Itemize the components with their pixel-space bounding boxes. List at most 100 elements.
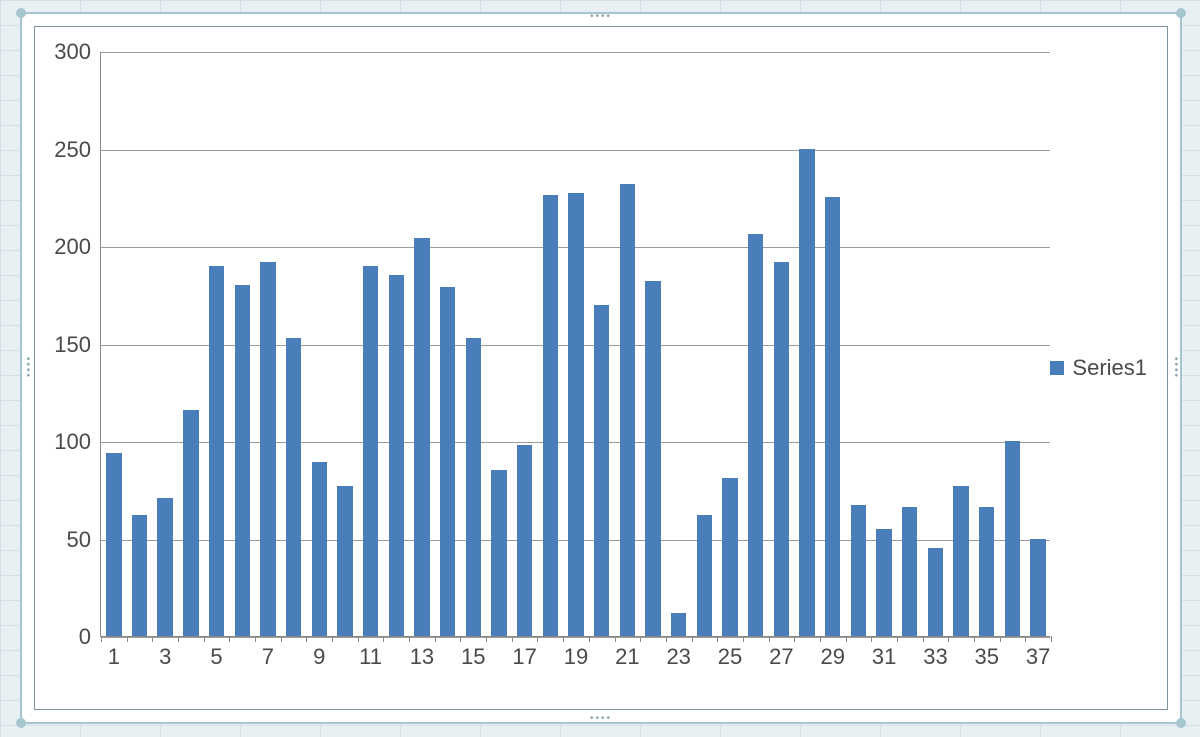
y-axis-tick-label: 0 (79, 624, 101, 650)
bar[interactable] (697, 515, 712, 636)
plot-area[interactable]: 0501001502002503001357911131517192123252… (100, 52, 1050, 637)
x-axis-tick-mark (229, 636, 230, 642)
x-axis-tick-label: 13 (410, 636, 434, 670)
bar[interactable] (748, 234, 763, 636)
x-axis-tick-mark (306, 636, 307, 642)
bar[interactable] (1005, 441, 1020, 636)
drag-handle-top[interactable]: •••• (590, 12, 612, 22)
bar[interactable] (260, 262, 275, 636)
chart-object-frame[interactable]: •••• •••• •••• •••• 05010015020025030013… (20, 12, 1182, 724)
bar[interactable] (645, 281, 660, 636)
x-axis-tick-mark (255, 636, 256, 642)
x-axis-tick-label: 15 (461, 636, 485, 670)
x-axis-tick-label: 7 (262, 636, 274, 670)
x-axis-tick-label: 1 (108, 636, 120, 670)
bar[interactable] (517, 445, 532, 636)
x-axis-tick-mark (846, 636, 847, 642)
resize-handle-bottom-left[interactable] (16, 718, 26, 728)
x-axis-tick-label: 17 (512, 636, 536, 670)
x-axis-tick-mark (897, 636, 898, 642)
x-axis-tick-mark (127, 636, 128, 642)
x-axis-tick-label: 33 (923, 636, 947, 670)
drag-handle-left[interactable]: •••• (22, 357, 32, 379)
chart-area[interactable]: 0501001502002503001357911131517192123252… (34, 26, 1168, 710)
gridline (101, 52, 1050, 53)
bar[interactable] (209, 266, 224, 637)
legend-series-label: Series1 (1072, 355, 1147, 381)
x-axis-tick-mark (537, 636, 538, 642)
bar[interactable] (953, 486, 968, 636)
x-axis-tick-label: 25 (718, 636, 742, 670)
bar[interactable] (902, 507, 917, 636)
bar[interactable] (106, 453, 121, 636)
bar[interactable] (722, 478, 737, 636)
bar[interactable] (928, 548, 943, 636)
x-axis-tick-mark (332, 636, 333, 642)
bar[interactable] (876, 529, 891, 636)
x-axis-tick-mark (1051, 636, 1052, 642)
bar[interactable] (363, 266, 378, 637)
legend[interactable]: Series1 (1050, 355, 1147, 381)
x-axis-tick-mark (281, 636, 282, 642)
y-axis-tick-label: 50 (67, 527, 101, 553)
bar[interactable] (440, 287, 455, 636)
resize-handle-top-left[interactable] (16, 8, 26, 18)
x-axis-tick-mark (794, 636, 795, 642)
x-axis-tick-label: 23 (666, 636, 690, 670)
bar[interactable] (543, 195, 558, 636)
drag-handle-bottom[interactable]: •••• (590, 714, 612, 724)
x-axis-tick-mark (692, 636, 693, 642)
x-axis-tick-label: 3 (159, 636, 171, 670)
bar[interactable] (183, 410, 198, 636)
bar[interactable] (157, 498, 172, 636)
resize-handle-bottom-right[interactable] (1176, 718, 1186, 728)
legend-swatch-icon (1050, 361, 1064, 375)
x-axis-tick-mark (589, 636, 590, 642)
x-axis-tick-mark (948, 636, 949, 642)
bar[interactable] (851, 505, 866, 636)
gridline (101, 150, 1050, 151)
bar[interactable] (337, 486, 352, 636)
y-axis-tick-label: 200 (54, 234, 101, 260)
bar[interactable] (414, 238, 429, 636)
x-axis-tick-mark (1000, 636, 1001, 642)
bar[interactable] (594, 305, 609, 637)
x-axis-tick-label: 5 (210, 636, 222, 670)
y-axis-tick-label: 300 (54, 39, 101, 65)
bar[interactable] (312, 462, 327, 636)
x-axis-tick-label: 11 (359, 636, 382, 670)
resize-handle-top-right[interactable] (1176, 8, 1186, 18)
bar[interactable] (825, 197, 840, 636)
bar[interactable] (1030, 539, 1045, 637)
x-axis-tick-mark (743, 636, 744, 642)
bar[interactable] (491, 470, 506, 636)
x-axis-tick-label: 29 (821, 636, 845, 670)
bar[interactable] (466, 338, 481, 636)
bar[interactable] (132, 515, 147, 636)
drag-handle-right[interactable]: •••• (1170, 357, 1180, 379)
y-axis-tick-label: 150 (54, 332, 101, 358)
bar[interactable] (799, 149, 814, 637)
bar[interactable] (286, 338, 301, 636)
bar[interactable] (568, 193, 583, 636)
x-axis-tick-mark (486, 636, 487, 642)
x-axis-tick-label: 9 (313, 636, 325, 670)
bar[interactable] (389, 275, 404, 636)
bar[interactable] (979, 507, 994, 636)
bar[interactable] (620, 184, 635, 636)
x-axis-tick-mark (101, 636, 102, 642)
bar[interactable] (671, 613, 686, 636)
y-axis-tick-label: 250 (54, 137, 101, 163)
x-axis-tick-mark (640, 636, 641, 642)
bar[interactable] (774, 262, 789, 636)
x-axis-tick-label: 19 (564, 636, 588, 670)
x-axis-tick-label: 31 (872, 636, 896, 670)
x-axis-tick-label: 21 (615, 636, 639, 670)
plot-region: 0501001502002503001357911131517192123252… (100, 52, 1050, 637)
bar[interactable] (235, 285, 250, 636)
x-axis-tick-mark (152, 636, 153, 642)
y-axis-tick-label: 100 (54, 429, 101, 455)
x-axis-tick-label: 27 (769, 636, 793, 670)
x-axis-tick-mark (204, 636, 205, 642)
x-axis-tick-label: 35 (975, 636, 999, 670)
